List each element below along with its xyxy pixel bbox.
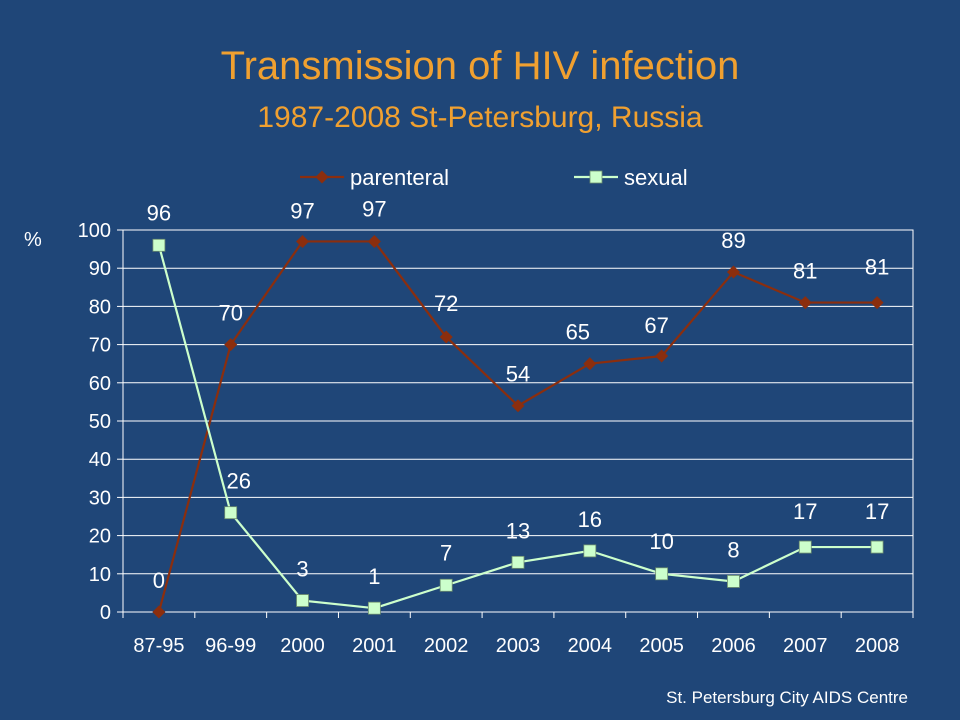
parenteral-point xyxy=(511,399,525,413)
sexual-data-label: 3 xyxy=(296,557,308,582)
x-tick-label: 2001 xyxy=(352,635,397,657)
sexual-data-label: 16 xyxy=(578,507,602,532)
parenteral-point xyxy=(726,265,740,279)
grid-lines xyxy=(122,229,914,613)
parenteral-data-label: 70 xyxy=(218,301,242,326)
sexual-point xyxy=(583,544,597,558)
sexual-data-label: 17 xyxy=(865,499,889,524)
parenteral-data-label: 81 xyxy=(865,255,889,280)
y-tick-label: 90 xyxy=(89,258,111,280)
y-tick-label: 60 xyxy=(89,373,111,395)
x-tick-label: 2005 xyxy=(639,635,684,657)
sexual-data-label: 26 xyxy=(226,469,250,494)
parenteral-point xyxy=(798,296,812,310)
slide-title: Transmission of HIV infection xyxy=(220,44,740,88)
y-tick-label: 30 xyxy=(89,487,111,509)
sexual-data-label: 1 xyxy=(368,564,380,589)
parenteral-point xyxy=(224,338,238,352)
legend: parenteral sexual xyxy=(300,165,688,190)
x-tick-label: 96-99 xyxy=(205,635,256,657)
legend-label-parenteral: parenteral xyxy=(350,165,449,190)
sexual-data-label: 8 xyxy=(727,537,739,562)
x-tick-label: 2000 xyxy=(280,635,325,657)
parenteral-point xyxy=(367,234,381,248)
x-tick-label: 2002 xyxy=(424,635,469,657)
parenteral-data-label: 89 xyxy=(721,228,745,253)
y-tick-label: 10 xyxy=(89,564,111,586)
y-axis-label: % xyxy=(24,229,42,251)
x-tick-label: 2008 xyxy=(855,635,900,657)
x-tick-label: 2003 xyxy=(496,635,541,657)
sexual-point xyxy=(655,567,669,581)
sexual-data-label: 96 xyxy=(147,200,171,225)
x-tick-label: 87-95 xyxy=(133,635,184,657)
slide-subtitle: 1987-2008 St-Petersburg, Russia xyxy=(257,101,703,134)
legend-label-sexual: sexual xyxy=(624,165,688,190)
parenteral-data-label: 65 xyxy=(566,320,590,345)
parenteral-point xyxy=(439,330,453,344)
sexual-point xyxy=(727,575,740,588)
y-tick-label: 40 xyxy=(89,449,111,471)
sexual-point xyxy=(152,238,166,252)
x-tick-label: 2007 xyxy=(783,635,828,657)
parenteral-point xyxy=(655,349,669,363)
parenteral-data-label: 97 xyxy=(290,198,314,223)
parenteral-point xyxy=(152,605,166,619)
series-line-sexual xyxy=(157,244,878,610)
parenteral-data-label: 97 xyxy=(362,196,386,221)
parenteral-point xyxy=(870,296,884,310)
source-footer: St. Petersburg City AIDS Centre xyxy=(666,688,908,707)
sexual-point xyxy=(798,540,812,554)
sexual-point xyxy=(224,506,238,520)
sexual-data-label: 17 xyxy=(793,499,817,524)
parenteral-data-label: 54 xyxy=(506,362,530,387)
parenteral-data-label: 67 xyxy=(644,313,668,338)
sexual-point xyxy=(511,555,525,569)
y-tick-label: 70 xyxy=(89,335,111,357)
sexual-data-label: 10 xyxy=(649,529,673,554)
sexual-point xyxy=(870,540,884,554)
x-tick-label: 2006 xyxy=(711,635,756,657)
parenteral-data-label: 72 xyxy=(434,291,458,316)
y-tick-label: 50 xyxy=(89,411,111,433)
parenteral-point xyxy=(583,357,597,371)
y-tick-label: 20 xyxy=(89,526,111,548)
sexual-data-label: 13 xyxy=(506,518,530,543)
parenteral-data-label: 81 xyxy=(793,259,817,284)
series-layer xyxy=(152,234,884,619)
legend-marker-parenteral xyxy=(315,170,329,184)
sexual-point xyxy=(439,578,453,592)
y-tick-label: 100 xyxy=(78,220,111,242)
sexual-data-label: 7 xyxy=(440,540,452,565)
y-tick-label: 0 xyxy=(100,602,111,624)
parenteral-point xyxy=(296,234,310,248)
legend-marker-sexual xyxy=(589,170,603,184)
parenteral-data-label: 0 xyxy=(153,568,165,593)
sexual-point xyxy=(296,594,309,607)
x-tick-label: 2004 xyxy=(568,635,613,657)
y-tick-label: 80 xyxy=(89,296,111,318)
sexual-point xyxy=(367,601,381,615)
